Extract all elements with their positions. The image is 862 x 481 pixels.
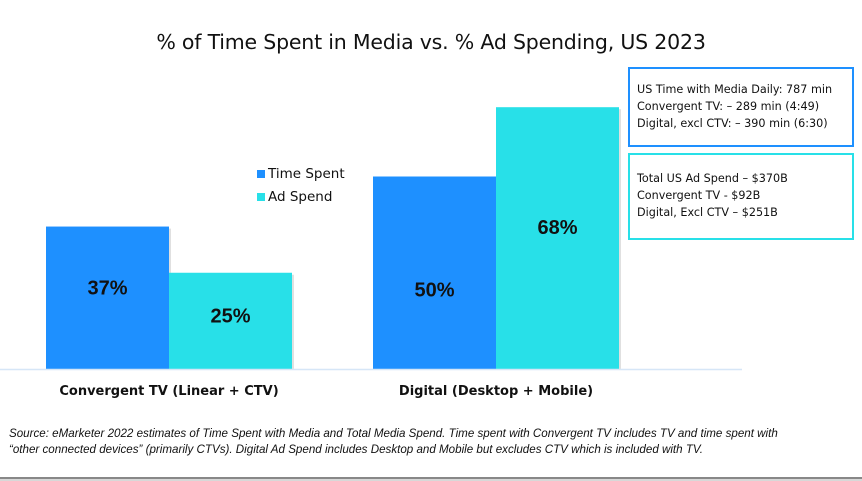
value-label-time-spent-1: 50% [414,279,454,301]
value-label-ad-spend-0: 25% [210,305,250,327]
bar-time-spent-convergent-tv-linear-ctv [46,226,169,369]
legend-label-time-spent: Time Spent [268,165,345,182]
bars-layer [46,107,621,369]
bottom-strip [0,479,862,481]
labels-layer: 37% 25% Convergent TV (Linear + CTV) 50% 68%… [59,217,593,399]
legend: Time Spent Ad Spend [257,162,345,208]
value-label-time-spent-0: 37% [87,278,127,300]
time-convergent-tv-line: Convergent TV: – 289 min (4:49) [637,100,820,113]
source-footnote: Source: eMarketer 2022 estimates of Time… [9,426,859,458]
time-total-line: US Time with Media Daily: 787 min [637,83,833,96]
spend-convergent-tv-line: Convergent TV - $92B [637,189,761,202]
footnote-line-2: “other connected devices” (primarily CTV… [9,443,703,456]
bar-ad-spend-digital-desktop-mobile [496,107,619,369]
time-with-media-box: US Time with Media Daily: 787 min Conver… [628,67,854,147]
legend-swatch-ad-spend [257,192,265,201]
spend-total-line: Total US Ad Spend – $370B [637,172,788,185]
legend-item-time-spent: Time Spent [257,162,345,185]
chart-title: % of Time Spent in Media vs. % Ad Spendi… [156,30,706,54]
bottom-divider [0,477,862,479]
spend-digital-line: Digital, Excl CTV – $251B [637,206,778,219]
legend-swatch-time-spent [257,169,265,178]
legend-label-ad-spend: Ad Spend [268,188,333,205]
footnote-line-1: Source: eMarketer 2022 estimates of Time… [9,427,778,440]
time-digital-line: Digital, excl CTV: – 390 min (6:30) [637,117,828,130]
bar-ad-spend-convergent-tv-linear-ctv [169,272,292,369]
value-label-ad-spend-1: 68% [537,217,577,239]
category-label-0: Convergent TV (Linear + CTV) [59,384,278,399]
bar-time-spent-digital-desktop-mobile [373,176,496,369]
ad-spend-box: Total US Ad Spend – $370B Convergent TV … [628,153,854,240]
category-label-1: Digital (Desktop + Mobile) [399,384,593,399]
legend-item-ad-spend: Ad Spend [257,185,345,208]
